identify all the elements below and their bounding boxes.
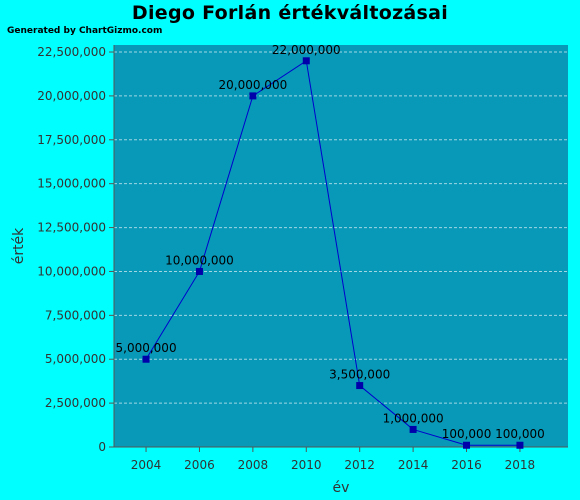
x-tick-label: 2008 — [238, 458, 269, 472]
x-axis-ticks: 2004 2006 2008 2010 2012 2014 2016 2018 — [131, 447, 535, 472]
data-label: 3,500,000 — [329, 368, 390, 382]
series — [142, 57, 524, 449]
data-point — [249, 92, 257, 100]
data-point — [409, 425, 417, 433]
y-tick-label: 12,500,000 — [37, 221, 106, 235]
y-axis-ticks: 0 2,500,000 5,000,000 7,500,000 10,000,000 12… — [37, 45, 114, 454]
x-tick-label: 2014 — [398, 458, 429, 472]
data-label: 100,000 — [442, 427, 492, 441]
data-point — [356, 382, 364, 390]
y-tick-label: 22,500,000 — [37, 45, 106, 59]
data-point — [302, 57, 310, 65]
data-label: 22,000,000 — [272, 43, 341, 57]
data-point — [195, 267, 203, 275]
data-label: 1,000,000 — [383, 411, 444, 425]
y-tick-label: 17,500,000 — [37, 133, 106, 147]
y-tick-label: 15,000,000 — [37, 177, 106, 191]
axes — [113, 45, 568, 448]
data-label: 5,000,000 — [116, 341, 177, 355]
x-axis-label: év — [333, 480, 350, 496]
data-label: 20,000,000 — [219, 78, 288, 92]
series-line — [145, 59, 520, 446]
y-tick-label: 0 — [98, 440, 106, 454]
y-tick-label: 20,000,000 — [37, 89, 106, 103]
data-point — [463, 441, 471, 449]
generated-by-credit: Generated by ChartGizmo.com — [7, 26, 163, 36]
y-tick-label: 5,000,000 — [45, 352, 106, 366]
data-label: 10,000,000 — [165, 253, 234, 267]
data-label: 100,000 — [495, 427, 545, 441]
x-tick-label: 2012 — [344, 458, 375, 472]
y-tick-label: 10,000,000 — [37, 264, 106, 278]
y-tick-label: 7,500,000 — [45, 308, 106, 322]
plot-area — [114, 45, 568, 447]
x-tick-label: 2010 — [291, 458, 322, 472]
data-labels: 5,000,000 10,000,000 20,000,000 22,000,000 3… — [116, 43, 545, 441]
data-point — [142, 355, 150, 363]
x-tick-label: 2018 — [505, 458, 536, 472]
data-point — [516, 441, 524, 449]
chart-title: Diego Forlán értékváltozásai — [131, 2, 449, 24]
x-tick-label: 2004 — [131, 458, 162, 472]
x-tick-label: 2006 — [184, 458, 215, 472]
y-tick-label: 2,500,000 — [45, 396, 106, 410]
x-tick-label: 2016 — [451, 458, 482, 472]
y-axis-label: érték — [11, 227, 27, 264]
